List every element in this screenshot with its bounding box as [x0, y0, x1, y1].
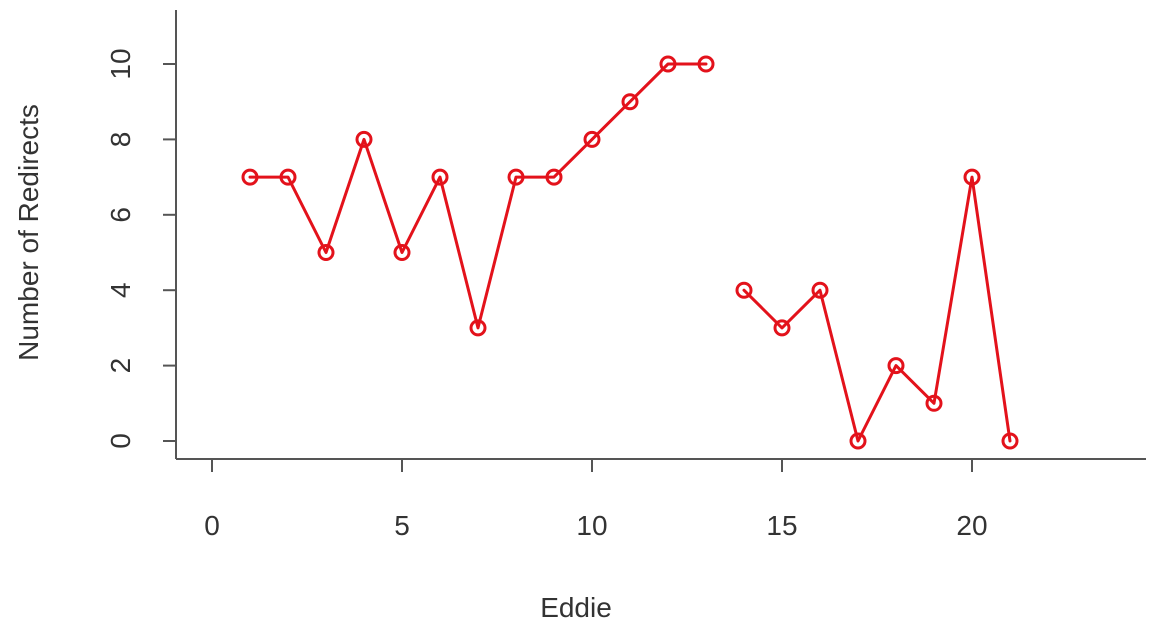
data-point: [773, 319, 791, 337]
data-point: [355, 130, 373, 148]
data-point: [925, 394, 943, 412]
x-tick-label: 5: [394, 510, 410, 541]
y-axis-title: Number of Redirects: [13, 104, 44, 361]
y-tick-label: 6: [105, 207, 136, 223]
data-point: [545, 168, 563, 186]
x-tick-label: 10: [576, 510, 607, 541]
data-point: [963, 168, 981, 186]
y-tick-label: 8: [105, 132, 136, 148]
x-tick-label: 0: [204, 510, 220, 541]
y-tick-label: 0: [105, 433, 136, 449]
data-point: [241, 168, 259, 186]
x-tick-label: 15: [766, 510, 797, 541]
data-point: [659, 55, 677, 73]
data-point: [697, 55, 715, 73]
data-point: [735, 281, 753, 299]
y-axis-ticks: 0 2 4 6 8 10: [105, 48, 176, 449]
y-tick-label: 2: [105, 358, 136, 374]
data-point: [507, 168, 525, 186]
data-point: [431, 168, 449, 186]
y-tick-label: 10: [105, 48, 136, 79]
data-point: [1001, 432, 1019, 450]
plot-area: [241, 55, 1019, 450]
data-point: [621, 93, 639, 111]
axes: 0 2 4 6 8 10 0 5 10 15 20: [105, 10, 1146, 541]
data-point: [393, 244, 411, 261]
data-point: [583, 130, 601, 148]
data-point: [469, 319, 487, 337]
x-tick-label: 20: [956, 510, 987, 541]
y-tick-label: 4: [105, 282, 136, 298]
x-axis-title: Eddie: [540, 592, 612, 623]
data-point: [279, 168, 297, 186]
x-axis-ticks: 0 5 10 15 20: [204, 459, 988, 541]
data-point: [317, 244, 335, 261]
series-line-segment-2: [742, 175, 1012, 443]
data-point: [811, 281, 829, 299]
data-point: [887, 357, 905, 375]
series-line-segment-1: [248, 62, 708, 330]
data-point: [849, 432, 867, 450]
